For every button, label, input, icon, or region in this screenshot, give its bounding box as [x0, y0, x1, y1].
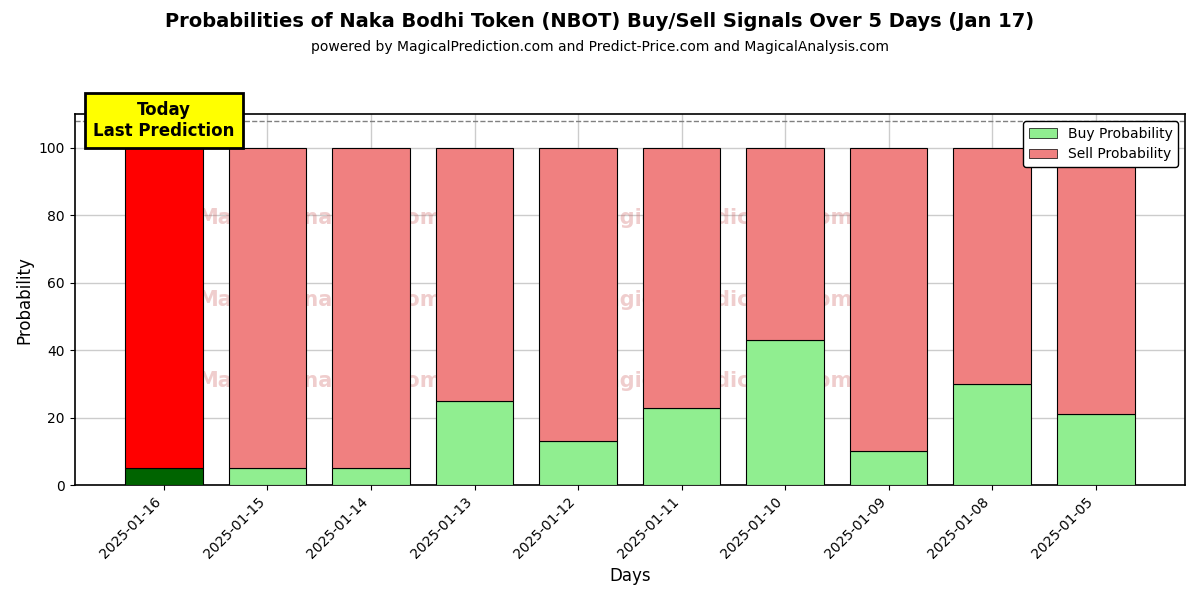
Bar [436, 401, 514, 485]
Bar [125, 468, 203, 485]
Bar [229, 148, 306, 468]
Bar [332, 468, 410, 485]
Text: MagicalAnalysis.com: MagicalAnalysis.com [197, 290, 442, 310]
Bar [125, 148, 203, 468]
Text: MagicalPrediction.com: MagicalPrediction.com [586, 371, 852, 391]
Bar [539, 148, 617, 442]
Bar [850, 451, 928, 485]
Bar [643, 407, 720, 485]
Bar [953, 148, 1031, 384]
Text: powered by MagicalPrediction.com and Predict-Price.com and MagicalAnalysis.com: powered by MagicalPrediction.com and Pre… [311, 40, 889, 54]
Bar [332, 148, 410, 468]
Text: MagicalPrediction.com: MagicalPrediction.com [586, 290, 852, 310]
Bar [436, 148, 514, 401]
Bar [746, 148, 824, 340]
Bar [643, 148, 720, 407]
Text: Probabilities of Naka Bodhi Token (NBOT) Buy/Sell Signals Over 5 Days (Jan 17): Probabilities of Naka Bodhi Token (NBOT)… [166, 12, 1034, 31]
Text: MagicalAnalysis.com: MagicalAnalysis.com [197, 371, 442, 391]
Bar [1057, 415, 1134, 485]
Text: MagicalAnalysis.com: MagicalAnalysis.com [197, 208, 442, 228]
X-axis label: Days: Days [610, 567, 650, 585]
Y-axis label: Probability: Probability [16, 256, 34, 344]
Bar [746, 340, 824, 485]
Bar [850, 148, 928, 451]
Bar [229, 468, 306, 485]
Text: Today
Last Prediction: Today Last Prediction [94, 101, 235, 140]
Bar [953, 384, 1031, 485]
Legend: Buy Probability, Sell Probability: Buy Probability, Sell Probability [1024, 121, 1178, 167]
Text: MagicalPrediction.com: MagicalPrediction.com [586, 208, 852, 228]
Bar [539, 442, 617, 485]
Bar [1057, 148, 1134, 415]
